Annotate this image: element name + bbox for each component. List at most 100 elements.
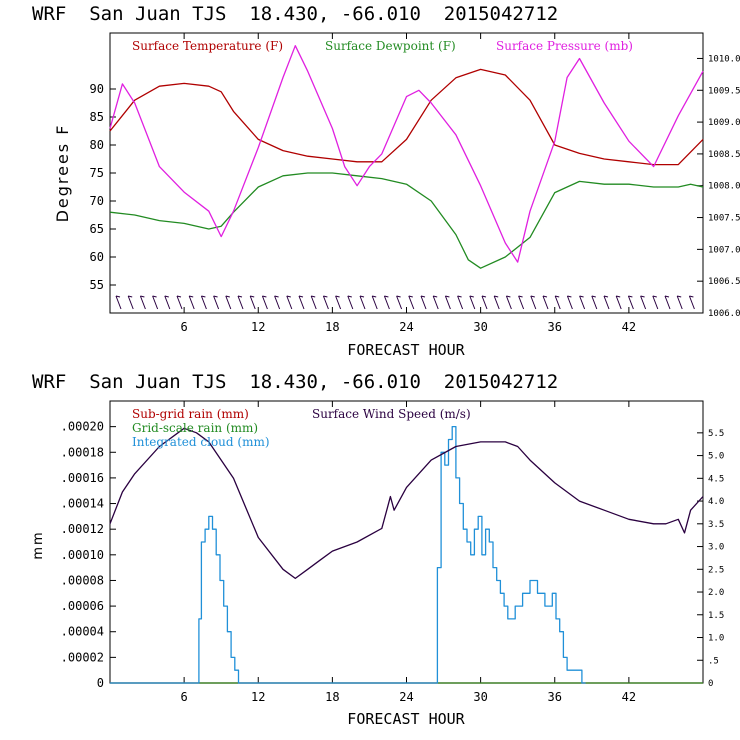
wind-barb-flag (603, 295, 609, 298)
legend-wind-speed: Surface Wind Speed (m/s) (312, 407, 471, 421)
wind-barb (322, 295, 329, 310)
wind-barb-flag (115, 295, 121, 298)
wind-barb (444, 295, 451, 310)
wind-barb-flag (274, 295, 279, 298)
x-tick-label: 42 (622, 690, 636, 704)
y2-tick-label: 1006.5 (708, 277, 740, 287)
wind-barb-flag (372, 295, 377, 298)
x-tick-label: 6 (181, 320, 188, 334)
wind-barb (469, 295, 476, 310)
wind-barb (310, 295, 317, 310)
wind-barb-flag (579, 295, 584, 298)
wind-barb-flag (530, 295, 535, 298)
wind-barbs (115, 295, 695, 310)
series-surface-temperature-f (109, 68, 704, 166)
wind-barb-flag (396, 295, 401, 298)
wind-barb-flag (408, 295, 413, 298)
wind-barb (347, 295, 354, 310)
wind-barb-flag (298, 295, 304, 298)
wind-barb (481, 295, 488, 310)
wind-barb-flag (506, 295, 511, 298)
x-tick-label: 42 (622, 320, 636, 334)
wind-barb-flag (323, 295, 328, 298)
wind-barb-flag (518, 295, 523, 298)
y-tick-label: .00006 (61, 599, 104, 613)
x-tick-label: 6 (181, 690, 188, 704)
wind-barb-flag (286, 295, 291, 298)
x-tick-label: 18 (325, 690, 339, 704)
wind-barb-flag (469, 295, 474, 298)
panel1-xlabel: FORECAST HOUR (347, 341, 465, 359)
wind-barb (530, 295, 537, 310)
y2-tick-label: 5.5 (708, 429, 724, 439)
wind-barb-flag (347, 295, 352, 298)
x-tick-label: 30 (473, 320, 487, 334)
y2-tick-label: 1010.0 (708, 54, 740, 64)
y-tick-label: .00008 (61, 573, 104, 587)
wind-barb (579, 295, 586, 310)
series-surface-pressure-mb (109, 45, 704, 263)
wind-barb (640, 295, 647, 310)
y2-tick-label: 5.0 (708, 452, 724, 462)
panel2-axes: 6 12 18 24 30 36 42 0 .00002 .00004 .00006 .00008 .0… (61, 401, 724, 704)
wind-barb (652, 295, 659, 310)
x-tick-label: 12 (251, 320, 265, 334)
y2-tick-label: 1.5 (708, 611, 724, 621)
x-tick-label: 30 (473, 690, 487, 704)
wind-barb-flag (237, 295, 243, 298)
wind-barb (518, 295, 525, 310)
y2-tick-label: 1007.0 (708, 245, 740, 255)
series-integrated-cloud-mm (110, 425, 586, 684)
wind-barb-flag (481, 295, 487, 298)
y2-tick-label: 2.5 (708, 565, 724, 575)
y2-tick-label: 1006.0 (708, 309, 740, 319)
y2-tick-label: 4.5 (708, 474, 724, 484)
wind-barb (408, 295, 415, 310)
wind-barb (359, 295, 366, 310)
y2-tick-label: 4.0 (708, 497, 724, 507)
wind-barb-flag (420, 295, 426, 298)
y-tick-label: 85 (90, 110, 104, 124)
y2-tick-label: 0 (708, 679, 713, 689)
panel2-ylabel: mm (31, 530, 46, 559)
y2-tick-label: 3.0 (708, 543, 724, 553)
y-tick-label: .00012 (61, 522, 104, 536)
y2-tick-label: .5 (708, 656, 719, 666)
x-tick-label: 24 (399, 690, 413, 704)
y-tick-label: 55 (90, 278, 104, 292)
wind-barb (371, 295, 378, 310)
wind-barb (688, 295, 695, 310)
wind-barb-flag (591, 295, 596, 298)
wind-barb-flag (201, 295, 206, 298)
y-tick-label: 90 (90, 82, 104, 96)
wind-barb (396, 295, 403, 310)
wind-barb (274, 295, 281, 310)
wind-barb-flag (445, 295, 450, 298)
panel1-series (109, 45, 704, 269)
panel2-header: WRF San Juan TJS 18.430, -66.010 2015042… (32, 371, 558, 393)
panel2-series (109, 425, 704, 684)
wind-barb (676, 295, 683, 310)
y-tick-label: .00014 (61, 497, 104, 511)
wind-barb-flag (640, 295, 645, 298)
panel1-ylabel: Degrees F (53, 124, 72, 223)
y-tick-label: 65 (90, 222, 104, 236)
wind-barb (664, 295, 671, 310)
x-tick-label: 24 (399, 320, 413, 334)
wind-barb-flag (189, 295, 194, 298)
legend-temperature: Surface Temperature (F) (132, 39, 283, 53)
legend-pressure: Surface Pressure (mb) (496, 39, 633, 53)
wind-barb (627, 295, 634, 310)
wind-barb-flag (555, 295, 560, 298)
wind-barb (383, 295, 390, 310)
wind-barb (432, 295, 439, 310)
wind-barb-flag (689, 295, 694, 298)
y-tick-label: 0 (97, 676, 104, 690)
y2-tick-label: 1009.0 (708, 118, 740, 128)
y2-tick-label: 1007.5 (708, 214, 740, 224)
legend-gridscale-rain: Grid-scale rain (mm) (132, 421, 258, 435)
x-tick-label: 36 (548, 320, 562, 334)
y-tick-label: .00016 (61, 471, 104, 485)
wind-barb-flag (677, 295, 682, 298)
